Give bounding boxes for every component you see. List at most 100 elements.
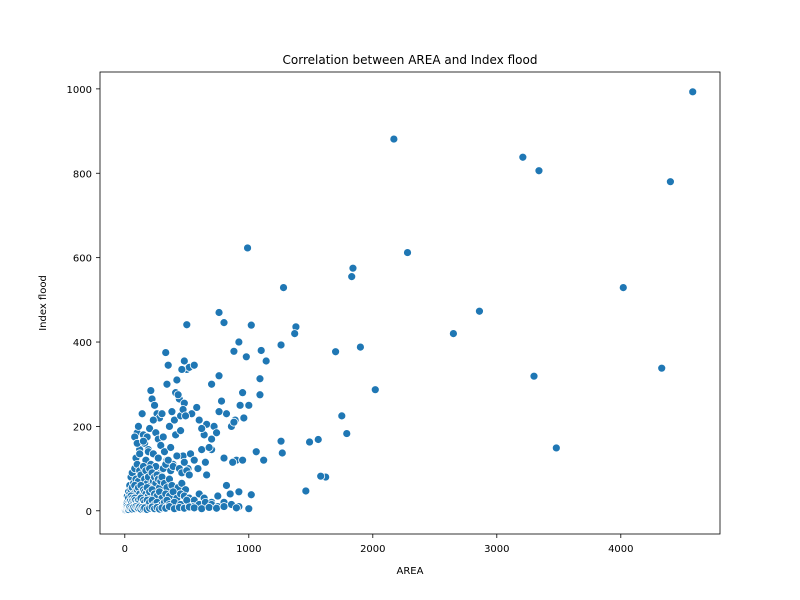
chart-title: Correlation between AREA and Index flood xyxy=(283,53,538,67)
data-point xyxy=(219,502,229,511)
data-point xyxy=(146,386,156,395)
data-point xyxy=(148,415,158,425)
data-point xyxy=(212,428,221,438)
data-point xyxy=(207,434,217,444)
y-tick-label: 1000 xyxy=(67,85,92,96)
data-point xyxy=(163,360,173,370)
data-point xyxy=(150,400,159,410)
data-point xyxy=(657,363,667,373)
data-point xyxy=(158,432,168,442)
data-point xyxy=(153,453,163,463)
data-point xyxy=(161,348,171,357)
data-point xyxy=(184,470,194,480)
data-point xyxy=(189,455,199,465)
data-point xyxy=(276,436,286,446)
data-point xyxy=(173,390,183,400)
x-tick-label: 1000 xyxy=(236,544,261,555)
data-point xyxy=(219,453,229,463)
y-tick-label: 400 xyxy=(73,338,92,349)
data-point xyxy=(213,491,223,501)
data-point xyxy=(389,134,399,144)
data-point xyxy=(217,396,226,406)
data-point xyxy=(197,504,207,514)
data-point xyxy=(202,470,212,480)
data-point xyxy=(316,471,326,481)
data-point xyxy=(279,283,288,293)
data-point xyxy=(235,400,245,410)
data-point xyxy=(204,503,214,512)
data-point xyxy=(228,457,238,467)
data-point xyxy=(403,248,412,257)
data-point xyxy=(200,457,210,467)
data-point xyxy=(166,443,176,452)
data-point xyxy=(244,504,254,514)
data-point xyxy=(219,318,229,328)
data-point xyxy=(222,481,231,490)
data-point xyxy=(238,388,248,398)
data-point xyxy=(518,152,528,162)
data-point xyxy=(167,407,177,417)
x-tick-label: 2000 xyxy=(360,544,385,555)
data-point xyxy=(255,374,265,384)
x-tick-label: 4000 xyxy=(608,544,633,555)
data-point xyxy=(229,417,239,427)
data-point xyxy=(135,449,145,459)
data-point xyxy=(207,379,217,389)
data-point xyxy=(189,360,199,370)
data-point xyxy=(194,415,204,425)
data-point xyxy=(239,413,249,423)
data-points xyxy=(121,87,698,515)
data-point xyxy=(212,503,221,513)
data-point xyxy=(176,426,186,436)
data-point xyxy=(182,320,192,330)
data-point xyxy=(234,487,244,497)
data-point xyxy=(214,308,224,317)
data-point xyxy=(225,489,235,499)
data-point xyxy=(529,371,539,381)
data-point xyxy=(355,342,365,352)
data-point xyxy=(204,443,214,452)
data-point xyxy=(222,409,231,419)
data-point xyxy=(181,411,190,421)
x-axis-ticks: 0 1000 2000 3000 4000 xyxy=(122,534,634,555)
y-axis-label: Index flood xyxy=(38,275,49,331)
data-point xyxy=(165,422,174,431)
data-point xyxy=(241,352,251,362)
data-point xyxy=(688,87,698,97)
data-point xyxy=(234,337,244,347)
data-point xyxy=(251,447,261,457)
data-point xyxy=(138,436,148,446)
data-point xyxy=(277,448,287,458)
data-point xyxy=(259,455,269,465)
data-point xyxy=(243,243,252,253)
data-point xyxy=(179,457,189,467)
data-point xyxy=(475,306,484,316)
data-point xyxy=(276,340,286,350)
data-point xyxy=(238,455,248,465)
data-point xyxy=(448,329,458,338)
data-point xyxy=(256,346,266,355)
data-point xyxy=(162,379,172,389)
y-tick-label: 200 xyxy=(73,422,92,433)
data-point xyxy=(172,375,182,385)
data-point xyxy=(305,437,314,447)
y-tick-label: 0 xyxy=(86,507,92,518)
data-point xyxy=(157,409,167,419)
data-point xyxy=(370,385,380,395)
data-point xyxy=(246,320,256,330)
data-point xyxy=(137,409,147,419)
y-tick-label: 800 xyxy=(73,169,92,180)
y-tick-label: 600 xyxy=(73,254,92,265)
data-point xyxy=(145,424,155,433)
data-point xyxy=(551,443,561,453)
data-point xyxy=(342,429,352,438)
data-point xyxy=(214,371,224,381)
data-point xyxy=(163,455,173,465)
data-point xyxy=(331,347,341,357)
data-point xyxy=(301,486,311,496)
data-point xyxy=(231,503,241,513)
data-point xyxy=(246,490,256,500)
data-point xyxy=(347,272,357,282)
x-tick-label: 0 xyxy=(122,544,128,555)
